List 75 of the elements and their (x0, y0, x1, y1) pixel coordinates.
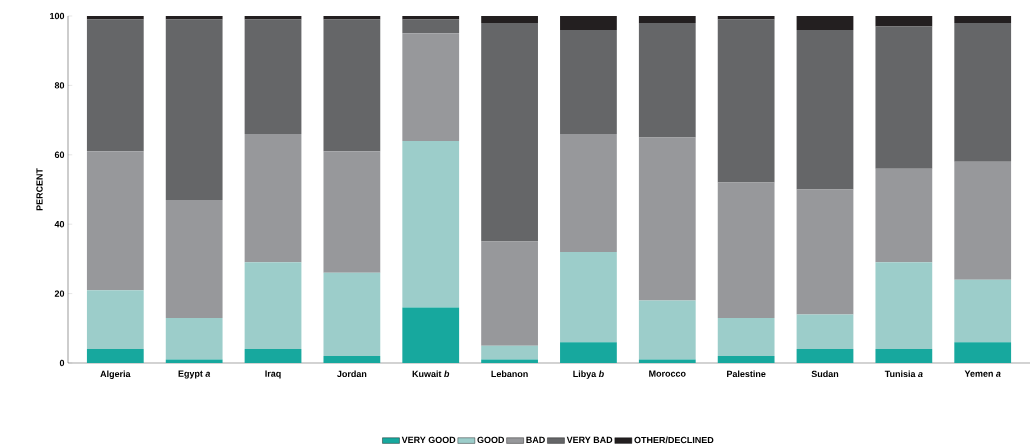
bar (796, 189, 854, 315)
bar (796, 16, 854, 30)
legend-label: OTHER/DECLINED (634, 436, 714, 444)
bar (796, 314, 854, 350)
x-tick-label: Egypt a (178, 370, 211, 379)
bar (875, 16, 933, 27)
x-tick-label: Libya b (573, 370, 604, 379)
bar (638, 300, 696, 360)
y-tick-label: 60 (54, 151, 65, 158)
bar (86, 349, 144, 363)
legend-label: VERY GOOD (401, 436, 456, 444)
bar (481, 22, 538, 242)
legend-label: GOOD (477, 436, 505, 444)
bar (560, 16, 617, 30)
x-tick-label: Jordan (337, 370, 367, 378)
bar (875, 26, 933, 169)
bar (717, 356, 775, 363)
x-tick-label: Sudan (811, 370, 839, 378)
bar (165, 317, 223, 360)
bar (560, 29, 617, 134)
bar (323, 356, 381, 363)
bar (954, 279, 1012, 343)
bar (86, 19, 144, 152)
bar (717, 182, 775, 318)
bar (954, 161, 1012, 280)
bar (244, 19, 302, 134)
bar (796, 349, 854, 363)
y-tick-label: 40 (54, 221, 65, 228)
bar (165, 19, 223, 200)
bar (323, 151, 381, 273)
bar (875, 262, 933, 350)
x-tick-label: Palestine (727, 370, 766, 378)
bar (86, 290, 144, 350)
bar (402, 140, 460, 308)
x-tick-label: Iraq (265, 370, 281, 379)
bar (86, 151, 144, 291)
bar (638, 137, 696, 301)
bar (875, 168, 933, 263)
bar (481, 345, 538, 360)
x-tick-label: Tunisia a (884, 370, 923, 378)
bar (717, 317, 775, 357)
bar (954, 16, 1012, 23)
bar (323, 19, 381, 152)
bar (717, 19, 775, 183)
bar (481, 16, 538, 23)
legend-label: BAD (526, 436, 545, 443)
bar (560, 342, 617, 363)
bar (402, 19, 460, 34)
bar (165, 199, 223, 318)
bar (796, 29, 854, 190)
bar (402, 33, 460, 141)
y-axis-title: PERCENT (36, 168, 43, 211)
bar (402, 307, 460, 363)
x-tick-label: Lebanon (491, 370, 528, 378)
bar (244, 349, 302, 363)
bar (323, 272, 381, 357)
bar (481, 241, 538, 346)
x-tick-label: Kuwait b (412, 370, 450, 378)
bar (875, 349, 933, 363)
bar (638, 16, 696, 23)
bar (560, 133, 617, 252)
y-tick-label: 0 (59, 359, 65, 367)
x-tick-label: Yemen a (964, 370, 1001, 377)
x-tick-label: Morocco (649, 370, 686, 377)
y-tick-label: 100 (50, 12, 65, 20)
y-tick-label: 80 (54, 82, 65, 89)
bar (638, 22, 696, 138)
bar (560, 251, 617, 343)
y-tick-label: 20 (54, 290, 65, 297)
legend-label: VERY BAD (566, 436, 613, 443)
x-tick-label: Algeria (100, 370, 131, 379)
bar (954, 22, 1012, 162)
bar (954, 342, 1012, 363)
bar (244, 133, 302, 263)
bar (244, 262, 302, 350)
